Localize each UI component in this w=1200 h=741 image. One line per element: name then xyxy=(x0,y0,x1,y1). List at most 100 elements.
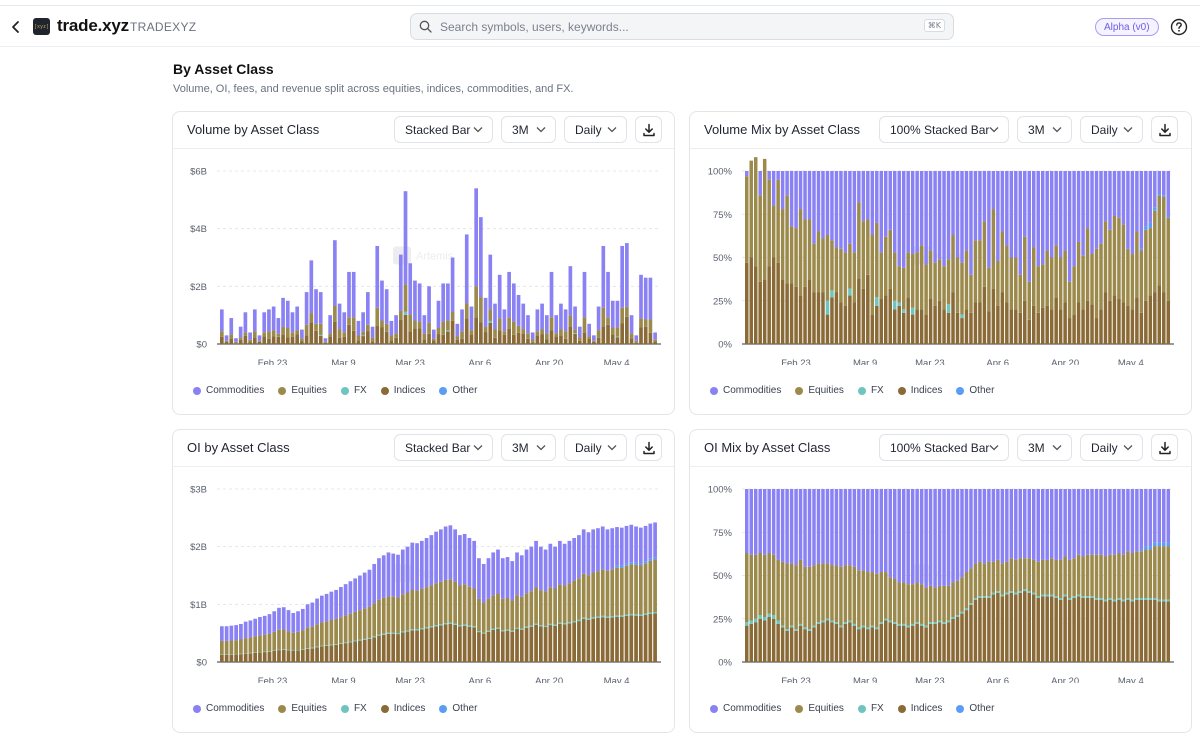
bar-segment-equities[interactable] xyxy=(356,335,361,341)
bar-segment-equities[interactable] xyxy=(1036,561,1040,597)
bar-segment-commodities[interactable] xyxy=(606,271,610,318)
bar-segment-commodities[interactable] xyxy=(915,489,919,583)
bar-segment-fx[interactable] xyxy=(615,615,619,617)
bar-segment-commodities[interactable] xyxy=(1130,489,1135,554)
bar-segment-commodities[interactable] xyxy=(648,277,653,320)
bar-segment-indices[interactable] xyxy=(1067,599,1072,662)
bar-segment-equities[interactable] xyxy=(262,634,267,652)
bar-segment-indices[interactable] xyxy=(458,626,462,662)
bar-segment-commodities[interactable] xyxy=(1009,171,1014,258)
bar-segment-equities[interactable] xyxy=(229,640,234,655)
bar-segment-indices[interactable] xyxy=(1135,297,1139,344)
bar-segment-indices[interactable] xyxy=(521,333,526,344)
bar-segment-equities[interactable] xyxy=(884,572,888,619)
bar-segment-commodities[interactable] xyxy=(410,542,415,591)
bar-segment-indices[interactable] xyxy=(530,342,535,344)
bar-segment-indices[interactable] xyxy=(366,331,370,344)
bar-segment-other[interactable] xyxy=(615,565,619,568)
bar-segment-commodities[interactable] xyxy=(892,489,897,579)
bar-segment-equities[interactable] xyxy=(285,328,290,338)
bar-segment-commodities[interactable] xyxy=(830,171,834,241)
bar-segment-commodities[interactable] xyxy=(362,572,367,609)
bar-segment-equities[interactable] xyxy=(334,618,338,645)
bar-segment-fx[interactable] xyxy=(870,625,875,628)
bar-segment-equities[interactable] xyxy=(337,329,342,338)
bar-segment-equities[interactable] xyxy=(753,157,758,267)
bar-segment-equities[interactable] xyxy=(643,319,648,327)
bar-segment-indices[interactable] xyxy=(488,322,493,344)
bar-segment-indices[interactable] xyxy=(653,342,657,344)
bar-segment-fx[interactable] xyxy=(1031,592,1036,595)
bar-segment-fx[interactable] xyxy=(1067,597,1072,600)
bar-segment-indices[interactable] xyxy=(987,597,991,662)
bar-segment-commodities[interactable] xyxy=(1157,489,1162,543)
bar-segment-indices[interactable] xyxy=(361,336,365,344)
bar-segment-fx[interactable] xyxy=(491,628,496,630)
bar-segment-indices[interactable] xyxy=(870,314,875,344)
bar-segment-equities[interactable] xyxy=(460,331,464,339)
bar-segment-commodities[interactable] xyxy=(1121,171,1126,225)
bar-segment-equities[interactable] xyxy=(794,565,798,630)
bar-segment-fx[interactable] xyxy=(1112,599,1117,602)
bar-segment-commodities[interactable] xyxy=(1135,489,1139,552)
bar-segment-commodities[interactable] xyxy=(825,171,830,236)
bar-segment-fx[interactable] xyxy=(281,649,286,650)
bar-segment-commodities[interactable] xyxy=(879,171,884,253)
bar-segment-other[interactable] xyxy=(1139,248,1144,251)
bar-segment-equities[interactable] xyxy=(758,195,762,282)
download-button[interactable] xyxy=(1151,434,1178,461)
bar-segment-indices[interactable] xyxy=(610,617,615,662)
bar-segment-indices[interactable] xyxy=(982,286,987,344)
bar-segment-fx[interactable] xyxy=(1148,597,1153,600)
bar-segment-commodities[interactable] xyxy=(996,489,1000,560)
bar-segment-equities[interactable] xyxy=(973,240,978,303)
bar-segment-indices[interactable] xyxy=(955,312,960,344)
bar-segment-indices[interactable] xyxy=(852,302,857,344)
bar-segment-fx[interactable] xyxy=(982,596,987,598)
bar-segment-indices[interactable] xyxy=(592,341,596,344)
bar-segment-equities[interactable] xyxy=(403,284,408,312)
bar-segment-equities[interactable] xyxy=(238,337,243,340)
bar-segment-commodities[interactable] xyxy=(229,318,234,335)
bar-segment-other[interactable] xyxy=(653,557,657,560)
bar-segment-commodities[interactable] xyxy=(839,489,843,567)
bar-segment-fx[interactable] xyxy=(910,307,915,315)
bar-segment-fx[interactable] xyxy=(758,615,762,619)
bar-segment-indices[interactable] xyxy=(439,625,443,662)
bar-segment-indices[interactable] xyxy=(1023,591,1027,662)
bar-segment-equities[interactable] xyxy=(1018,274,1023,313)
bar-segment-indices[interactable] xyxy=(543,627,548,662)
bar-segment-equities[interactable] xyxy=(1072,558,1076,597)
bar-segment-fx[interactable] xyxy=(1130,599,1135,602)
bar-segment-commodities[interactable] xyxy=(1031,171,1036,248)
bar-segment-commodities[interactable] xyxy=(942,171,946,267)
bar-segment-equities[interactable] xyxy=(771,554,776,616)
bar-segment-commodities[interactable] xyxy=(458,535,462,586)
bar-segment-indices[interactable] xyxy=(973,302,978,344)
bar-segment-indices[interactable] xyxy=(372,637,377,662)
bar-segment-indices[interactable] xyxy=(1126,305,1130,344)
bar-segment-equities[interactable] xyxy=(562,585,567,624)
bar-segment-indices[interactable] xyxy=(318,335,323,344)
granularity-select[interactable]: Daily xyxy=(1080,116,1143,143)
bar-segment-equities[interactable] xyxy=(342,332,347,337)
bar-segment-equities[interactable] xyxy=(812,565,816,626)
bar-segment-other[interactable] xyxy=(619,565,624,568)
bar-segment-fx[interactable] xyxy=(888,620,892,623)
bar-segment-indices[interactable] xyxy=(1027,319,1032,344)
bar-segment-commodities[interactable] xyxy=(915,171,919,253)
bar-segment-commodities[interactable] xyxy=(243,312,248,333)
bar-segment-equities[interactable] xyxy=(600,569,605,616)
bar-segment-commodities[interactable] xyxy=(973,171,978,241)
bar-segment-equities[interactable] xyxy=(577,578,581,620)
bar-segment-commodities[interactable] xyxy=(243,621,248,639)
bar-segment-indices[interactable] xyxy=(512,334,516,344)
bar-segment-indices[interactable] xyxy=(497,330,502,344)
bar-segment-commodities[interactable] xyxy=(415,543,419,591)
bar-segment-indices[interactable] xyxy=(794,286,798,344)
bar-segment-commodities[interactable] xyxy=(1166,171,1171,216)
bar-segment-equities[interactable] xyxy=(1014,559,1018,593)
bar-segment-equities[interactable] xyxy=(653,339,657,343)
bar-segment-indices[interactable] xyxy=(620,323,624,344)
bar-segment-equities[interactable] xyxy=(544,333,549,340)
